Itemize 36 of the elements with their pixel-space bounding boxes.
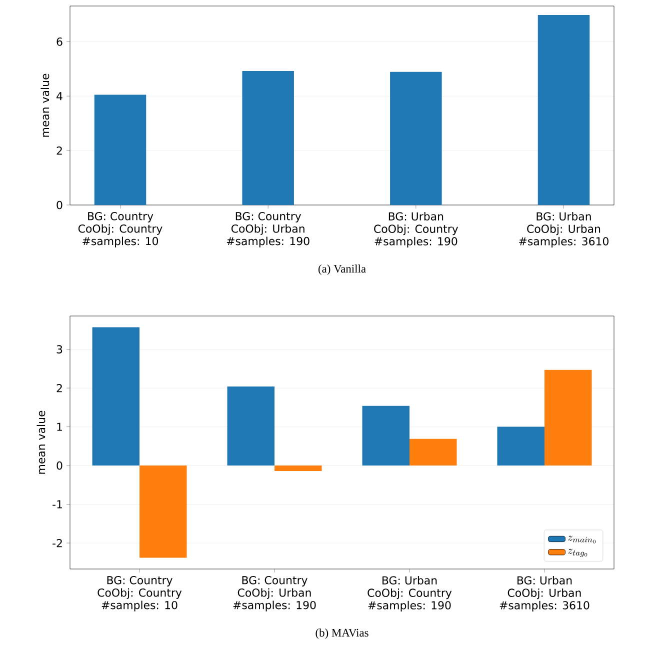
x-tick-label: BG: Urban CoObj: Country #samples: 190 [368, 576, 452, 612]
bar [92, 327, 140, 466]
y-axis-title: mean value [36, 410, 46, 474]
y-tick-label: 1 [57, 422, 62, 431]
x-tick-label: BG: Urban CoObj: Urban #samples: 3610 [500, 576, 590, 612]
bar [544, 370, 592, 466]
y-tick-label: 0 [56, 461, 62, 470]
y-tick-label: 2 [56, 384, 62, 392]
bar [242, 71, 294, 205]
bar [274, 466, 322, 471]
bar [140, 466, 187, 558]
y-tick-label: -2 [52, 538, 62, 548]
bar [538, 14, 590, 205]
bar [410, 438, 457, 466]
bar [227, 386, 275, 466]
bar [362, 406, 410, 466]
bar [497, 426, 544, 466]
text: (b) MAVias [316, 628, 368, 639]
y-tick-label: 0 [56, 200, 62, 210]
x-tick-label: BG: Country CoObj: Country #samples: 10 [98, 576, 182, 612]
y-tick-label: -1 [52, 500, 62, 508]
y-tick-label: 2 [56, 146, 62, 155]
text: (a) Vanilla [318, 264, 366, 275]
y-tick-label: 4 [56, 92, 62, 100]
bar [390, 72, 442, 205]
x-tick-label: BG: Country CoObj: Urban #samples: 190 [226, 212, 310, 248]
bar [94, 94, 146, 205]
y-tick-label: 6 [56, 38, 62, 46]
x-tick-label: BG: Urban CoObj: Urban #samples: 3610 [519, 212, 608, 248]
y-axis-title: mean value [40, 74, 50, 137]
legend-label: $z_{tag_0}$ [568, 548, 588, 558]
y-tick-label: 3 [56, 345, 62, 354]
legend-label: $z_{main_0}$ [568, 536, 596, 544]
x-tick-label: BG: Country CoObj: Country #samples: 10 [78, 212, 162, 248]
x-tick-label: BG: Urban CoObj: Country #samples: 190 [374, 212, 458, 248]
x-tick-label: BG: Country CoObj: Urban #samples: 190 [233, 576, 316, 612]
